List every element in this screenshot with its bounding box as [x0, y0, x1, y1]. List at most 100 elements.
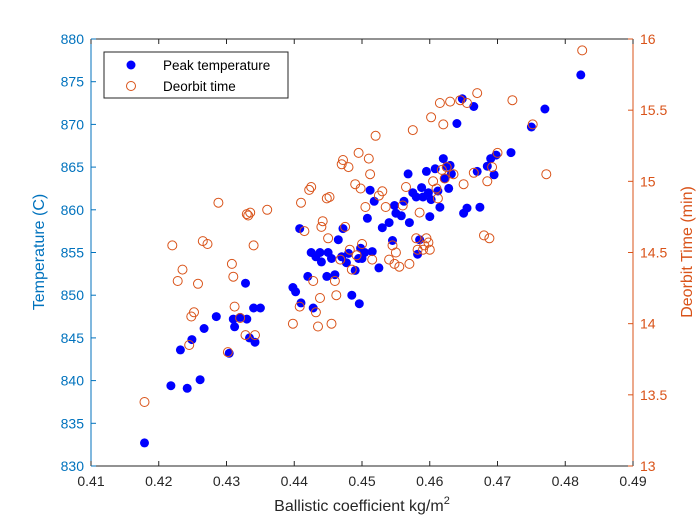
series-deorbit-time [139, 45, 588, 407]
deorbit-time-point [389, 258, 400, 269]
deorbit-time-point [336, 159, 347, 170]
x-tick-label: 0.41 [77, 473, 104, 489]
deorbit-time-point [367, 254, 378, 265]
deorbit-time-point [439, 173, 450, 184]
deorbit-time-point [331, 290, 342, 301]
deorbit-time-point [394, 261, 405, 272]
peak-temperature-point [315, 248, 325, 257]
deorbit-time-point [411, 233, 422, 244]
deorbit-time-point [229, 301, 240, 312]
peak-temperature-point [440, 173, 450, 183]
peak-temperature-point [367, 247, 377, 257]
peak-temperature-point [182, 383, 192, 393]
deorbit-time-point [401, 182, 411, 192]
peak-temperature-point [308, 303, 318, 313]
peak-temperature-point [403, 169, 413, 179]
right-y-tick-label: 14 [640, 316, 656, 332]
deorbit-time-point [189, 307, 199, 318]
peak-temperature-point [255, 303, 265, 313]
deorbit-time-point [262, 204, 273, 215]
deorbit-time-point [424, 244, 435, 255]
left-y-tick-label: 835 [61, 415, 85, 431]
peak-temperature-point [506, 148, 516, 158]
x-axis-label: Ballistic coefficient kg/m2 [274, 495, 450, 515]
deorbit-time-point [248, 240, 259, 251]
peak-temperature-point [347, 290, 357, 300]
left-y-tick-label: 865 [61, 159, 85, 175]
peak-temperature-point [296, 298, 306, 308]
peak-temperature-point [291, 287, 301, 297]
deorbit-time-point [321, 193, 332, 204]
peak-temperature-point [438, 154, 448, 164]
peak-temperature-point [462, 203, 472, 213]
deorbit-time-point [458, 179, 469, 190]
right-y-tick-label: 13.5 [640, 387, 667, 403]
peak-temperature-point [369, 196, 379, 206]
x-tick-label: 0.44 [281, 473, 308, 489]
deorbit-time-point [243, 210, 254, 221]
deorbit-time-point [527, 119, 538, 130]
deorbit-time-point [472, 88, 483, 99]
deorbit-time-point [541, 169, 552, 180]
deorbit-time-point [340, 221, 351, 232]
deorbit-time-point [167, 240, 178, 251]
deorbit-time-point [222, 347, 233, 358]
peak-temperature-point [452, 119, 462, 128]
deorbit-time-point [577, 45, 588, 56]
peak-temperature-point [140, 438, 149, 448]
deorbit-time-point [432, 193, 443, 204]
deorbit-time-point [323, 233, 334, 244]
peak-temperature-point [250, 337, 260, 347]
ticks-layer: 0.41 0.42 0.43 0.44 0.45 0.46 0.47 0.48 0.49 830 8… [61, 31, 668, 489]
peak-temperature-point [211, 312, 221, 322]
deorbit-time-point [487, 162, 498, 173]
peak-temperature-point [469, 102, 479, 111]
deorbit-time-point [139, 397, 150, 407]
peak-temperature-point [384, 218, 394, 228]
deorbit-time-point [346, 264, 357, 275]
deorbit-time-point [507, 95, 518, 106]
deorbit-time-point [434, 98, 445, 108]
deorbit-time-point [308, 276, 319, 286]
peak-temperature-point [344, 248, 353, 258]
x-tick-label: 0.43 [213, 473, 240, 489]
deorbit-time-point [418, 244, 428, 255]
deorbit-time-point [329, 276, 340, 286]
peak-temperature-point [396, 211, 406, 221]
left-y-tick-label: 845 [61, 330, 85, 346]
deorbit-time-point [351, 250, 362, 261]
x-tick-label: 0.47 [484, 473, 511, 489]
deorbit-time-point [407, 125, 418, 136]
deorbit-time-point [462, 98, 472, 108]
left-y-tick-label: 875 [61, 74, 85, 90]
right-y-tick-label: 13 [640, 458, 656, 474]
deorbit-time-point [245, 207, 256, 218]
deorbit-time-point [294, 301, 305, 312]
left-y-tick-label: 830 [61, 458, 85, 474]
deorbit-time-point [414, 207, 425, 218]
deorbit-time-point [365, 169, 376, 180]
legend-label-deorbit-time: Deorbit time [163, 79, 236, 94]
deorbit-time-point [228, 271, 239, 282]
deorbit-time-point [202, 239, 213, 249]
deorbit-time-point [184, 340, 195, 350]
deorbit-time-point [250, 330, 260, 341]
deorbit-time-point [172, 276, 183, 286]
peak-temperature-point [411, 192, 421, 202]
peak-temperature-point [540, 104, 550, 114]
legend-marker-peak-temperature [126, 60, 136, 70]
peak-temperature-point [390, 201, 399, 210]
peak-temperature-point [241, 278, 250, 288]
peak-temperature-point [341, 258, 351, 268]
peak-temperature-point [362, 213, 372, 223]
deorbit-time-point [479, 230, 489, 241]
peak-temperature-point [350, 265, 360, 275]
peak-temperature-point [195, 375, 205, 385]
deorbit-time-point [355, 183, 366, 194]
deorbit-time-point [353, 147, 364, 158]
deorbit-time-point [326, 318, 337, 329]
deorbit-time-point [377, 186, 388, 197]
deorbit-time-point [316, 221, 327, 232]
peak-temperature-point [365, 185, 375, 195]
